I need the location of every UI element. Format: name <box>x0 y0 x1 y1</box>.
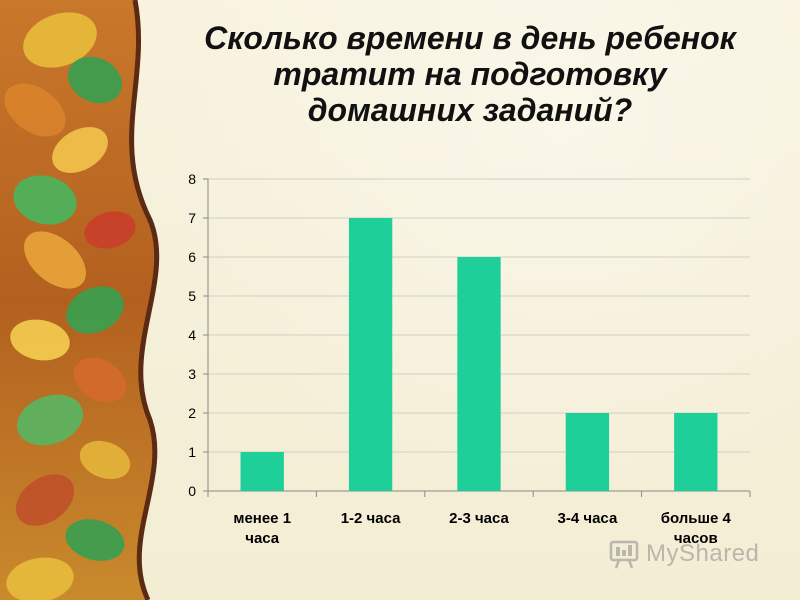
y-tick-label: 6 <box>188 249 196 265</box>
x-tick-label: менее 1 <box>233 510 291 527</box>
x-tick-label: 2-3 часа <box>449 510 509 527</box>
x-tick-label: 3-4 часа <box>558 510 618 527</box>
y-tick-label: 1 <box>188 444 196 460</box>
y-tick-label: 2 <box>188 405 196 421</box>
bar <box>240 452 284 491</box>
y-tick-label: 3 <box>188 366 196 382</box>
y-tick-label: 5 <box>188 288 196 304</box>
y-tick-label: 4 <box>188 327 196 343</box>
slide-title: Сколько времени в день ребенок тратит на… <box>180 20 760 128</box>
title-line-1: Сколько времени в день ребенок <box>204 20 736 56</box>
bar <box>674 413 718 491</box>
title-line-3: домашних заданий? <box>307 92 633 128</box>
bar-chart: 0 1 2 3 4 5 6 7 8 менее 1 часа 1-2 часа 2-3 часа 3-4 … <box>188 171 751 547</box>
bar <box>348 218 393 491</box>
watermark-text: MyShared <box>646 540 760 567</box>
bar <box>565 413 610 491</box>
title-line-2: тратит на подготовку <box>273 56 667 92</box>
watermark: MyShared <box>608 536 778 572</box>
x-tick-label: 1-2 часа <box>341 510 401 527</box>
x-tick-label: больше 4 <box>661 510 732 527</box>
y-tick-label: 8 <box>188 171 196 187</box>
y-tick-label: 7 <box>188 210 196 226</box>
y-tick-label: 0 <box>188 483 196 499</box>
x-tick-label: часа <box>245 530 280 547</box>
autumn-leaves-border <box>0 0 160 600</box>
bar <box>457 257 501 491</box>
x-tick-label: часов <box>674 530 718 547</box>
presentation-screen-icon <box>609 540 639 569</box>
